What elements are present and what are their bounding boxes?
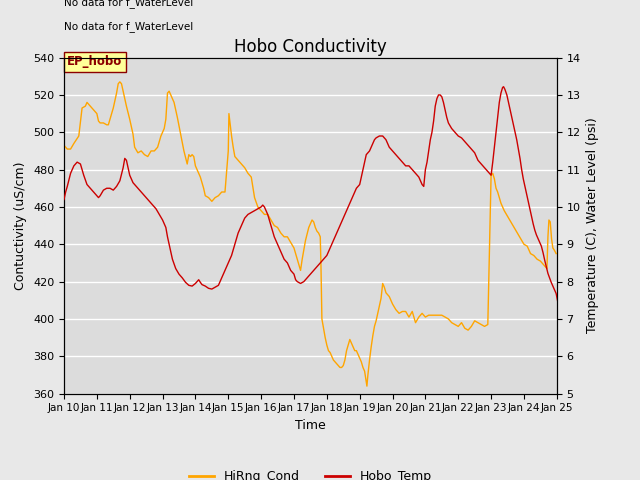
Text: No data for f_WaterLevel: No data for f_WaterLevel: [64, 0, 193, 8]
Title: Hobo Conductivity: Hobo Conductivity: [234, 38, 387, 56]
Y-axis label: Contuctivity (uS/cm): Contuctivity (uS/cm): [15, 161, 28, 290]
Y-axis label: Temperature (C), Water Level (psi): Temperature (C), Water Level (psi): [586, 118, 599, 334]
Text: No data for f_WaterLevel: No data for f_WaterLevel: [64, 21, 193, 32]
Text: EP_hobo: EP_hobo: [67, 55, 122, 68]
Legend: HiRng_Cond, Hobo_Temp: HiRng_Cond, Hobo_Temp: [184, 465, 437, 480]
X-axis label: Time: Time: [295, 419, 326, 432]
